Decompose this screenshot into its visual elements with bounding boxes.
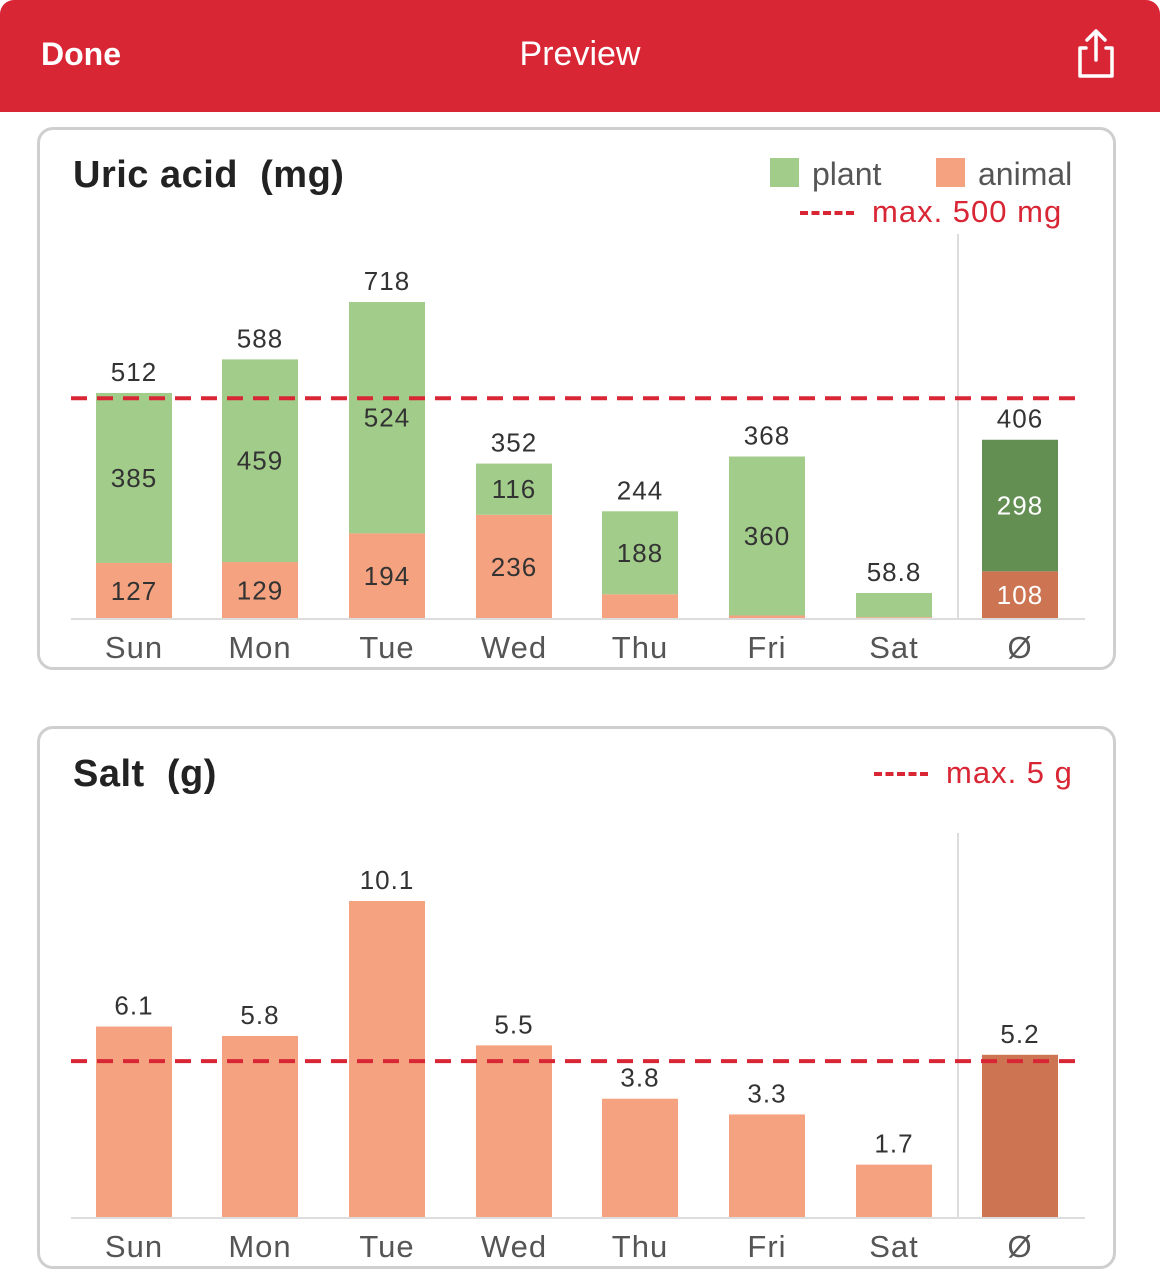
uric-acid-chart: 127 385 512 Sun 129 459 588 Mon 194 524 718 Tue 236 1… xyxy=(71,234,1085,665)
bar-plant-sun xyxy=(96,392,172,563)
bar-animal-tue xyxy=(349,533,425,619)
legend-limit-label: max. 500 mg xyxy=(872,194,1063,229)
bar-plant-average xyxy=(982,439,1058,572)
salt-bar-thu xyxy=(602,1098,678,1218)
bar-animal-mon xyxy=(222,562,298,619)
data-label-animal-wed: 236 xyxy=(491,552,537,582)
total-label-tue: 718 xyxy=(364,266,410,296)
bar-plant-tue xyxy=(349,302,425,534)
share-icon-graphic xyxy=(1078,29,1114,78)
uric-acid-title: Uric acid (mg) xyxy=(73,154,344,197)
salt-x-tick-label-wed: Wed xyxy=(481,1229,547,1264)
data-label-animal-average: 108 xyxy=(997,580,1043,610)
data-label-animal-mon: 129 xyxy=(237,576,283,606)
salt-bar-mon xyxy=(222,1035,298,1218)
salt-value-label-tue: 10.1 xyxy=(360,865,415,895)
salt-x-tick-label-fri: Fri xyxy=(747,1229,786,1264)
salt-value-label-sun: 6.1 xyxy=(114,991,153,1021)
salt-legend-limit-line xyxy=(874,772,928,776)
x-tick-label-mon: Mon xyxy=(228,630,291,665)
share-icon[interactable] xyxy=(1072,28,1120,80)
bar-plant-sat xyxy=(856,593,932,618)
x-tick-label-sun: Sun xyxy=(105,630,163,665)
salt-value-label-sat: 1.7 xyxy=(874,1129,913,1159)
x-tick-label-sat: Sat xyxy=(869,630,919,665)
data-label-plant-wed: 116 xyxy=(492,474,536,504)
legend-limit-line xyxy=(800,211,854,215)
data-label-plant-tue: 524 xyxy=(364,403,410,433)
salt-x-tick-label-tue: Tue xyxy=(359,1229,414,1264)
x-tick-label-wed: Wed xyxy=(481,630,547,665)
data-label-plant-average: 298 xyxy=(997,491,1043,521)
data-label-plant-thu: 188 xyxy=(617,538,663,568)
salt-title: Salt (g) xyxy=(73,753,217,796)
salt-legend-limit-label: max. 5 g xyxy=(946,755,1073,790)
salt-title-text: Salt xyxy=(73,753,145,795)
page-title: Preview xyxy=(519,35,641,73)
salt-bar-fri xyxy=(729,1114,805,1218)
navigation-bar: Done Preview xyxy=(0,0,1160,112)
bar-animal-sun xyxy=(96,562,172,619)
bar-plant-thu xyxy=(602,511,678,595)
uric-acid-card: Uric acid (mg) plant animal max. 500 mg … xyxy=(37,127,1116,670)
legend-plant-swatch xyxy=(770,158,799,187)
total-label-thu: 244 xyxy=(617,475,663,505)
total-label-average: 406 xyxy=(997,404,1043,434)
salt-x-tick-label-sat: Sat xyxy=(869,1229,919,1264)
data-label-plant-fri: 360 xyxy=(744,521,790,551)
total-label-fri: 368 xyxy=(744,421,790,451)
bar-plant-wed xyxy=(476,463,552,515)
salt-value-label-wed: 5.5 xyxy=(494,1009,533,1039)
data-label-plant-mon: 459 xyxy=(237,446,283,476)
salt-bar-wed xyxy=(476,1045,552,1218)
salt-card: Salt (g) max. 5 g 6.1 Sun 5.8 Mon 10.1 Tue 5.5… xyxy=(37,726,1116,1269)
legend-animal-swatch xyxy=(936,158,965,187)
salt-bar-sun xyxy=(96,1026,172,1218)
total-label-wed: 352 xyxy=(491,428,537,458)
done-button[interactable]: Done xyxy=(41,36,121,72)
uric-acid-title-text: Uric acid xyxy=(73,154,239,196)
salt-value-label-average: 5.2 xyxy=(1000,1019,1039,1049)
salt-value-label-mon: 5.8 xyxy=(240,1000,279,1030)
salt-x-tick-label-sun: Sun xyxy=(105,1229,163,1264)
bar-animal-wed xyxy=(476,514,552,619)
total-label-sat: 58.8 xyxy=(867,557,922,587)
salt-chart: 6.1 Sun 5.8 Mon 10.1 Tue 5.5 Wed 3.8 Thu 3.3 Fri 1.7… xyxy=(71,833,1085,1264)
bar-animal-fri xyxy=(729,615,805,619)
salt-x-tick-label-thu: Thu xyxy=(612,1229,668,1264)
bar-animal-average xyxy=(982,571,1058,619)
bar-plant-mon xyxy=(222,359,298,563)
bar-animal-thu xyxy=(602,594,678,619)
x-tick-label-average: Ø xyxy=(1007,630,1032,665)
salt-bar-average xyxy=(982,1054,1058,1218)
salt-x-tick-label-average: Ø xyxy=(1007,1229,1032,1264)
legend-animal-label: animal xyxy=(978,156,1073,192)
total-label-mon: 588 xyxy=(237,323,283,353)
salt-x-tick-label-mon: Mon xyxy=(228,1229,291,1264)
salt-unit: (g) xyxy=(166,753,217,795)
data-label-animal-tue: 194 xyxy=(364,561,410,591)
total-label-sun: 512 xyxy=(111,357,157,387)
bar-plant-fri xyxy=(729,456,805,616)
x-tick-label-tue: Tue xyxy=(359,630,414,665)
salt-value-label-fri: 3.3 xyxy=(747,1078,786,1108)
salt-value-label-thu: 3.8 xyxy=(620,1063,659,1093)
x-tick-label-fri: Fri xyxy=(747,630,786,665)
x-tick-label-thu: Thu xyxy=(612,630,668,665)
salt-bar-sat xyxy=(856,1164,932,1218)
uric-acid-unit: (mg) xyxy=(260,154,345,196)
data-label-animal-sun: 127 xyxy=(111,576,157,606)
legend-plant-label: plant xyxy=(812,156,882,192)
data-label-plant-sun: 385 xyxy=(111,463,157,493)
